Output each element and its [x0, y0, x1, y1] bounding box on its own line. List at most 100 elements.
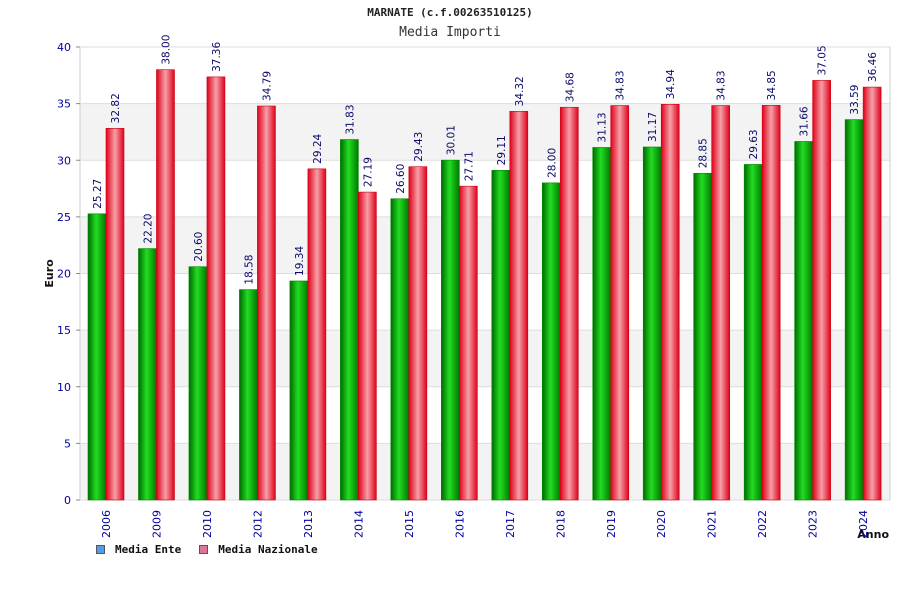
bar — [408, 166, 428, 501]
data-label: 31.17 — [647, 112, 659, 142]
legend: Media Ente Media Nazionale — [96, 543, 318, 556]
y-tick-label: 40 — [57, 41, 71, 54]
y-tick-label: 15 — [57, 324, 71, 337]
data-label: 26.60 — [395, 164, 407, 194]
x-tick-label: 2012 — [251, 510, 264, 538]
data-label: 38.00 — [160, 35, 172, 65]
x-tick-label: 2010 — [201, 510, 214, 538]
data-label: 29.24 — [312, 133, 324, 163]
y-tick-label: 25 — [57, 211, 71, 224]
data-label: 34.85 — [766, 70, 778, 100]
data-label: 29.63 — [748, 129, 760, 159]
data-label: 30.01 — [445, 125, 457, 155]
x-tick-label: 2016 — [453, 510, 466, 538]
bar — [559, 106, 579, 501]
x-tick-label: 2024 — [857, 510, 870, 538]
chart-subtitle: Media Importi — [399, 25, 501, 40]
legend-swatch-ente — [96, 545, 105, 554]
x-axis-label: Anno — [857, 528, 889, 541]
bar — [862, 86, 882, 501]
data-label: 37.05 — [817, 45, 829, 75]
bar — [761, 105, 781, 501]
data-label: 34.32 — [514, 76, 526, 106]
bar — [239, 289, 258, 501]
x-tick-label: 2013 — [302, 510, 315, 538]
bar — [711, 105, 731, 501]
y-axis-label: Euro — [43, 259, 56, 288]
data-label: 34.68 — [564, 72, 576, 102]
data-label: 31.66 — [799, 106, 811, 136]
x-tick-label: 2018 — [554, 510, 567, 538]
data-label: 31.13 — [597, 112, 609, 142]
legend-swatch-nazionale — [199, 545, 209, 554]
data-label: 32.82 — [110, 93, 122, 123]
data-label: 34.94 — [665, 69, 677, 99]
x-tick-label: 2014 — [352, 510, 365, 538]
bar — [257, 105, 276, 501]
data-label: 31.83 — [344, 104, 356, 134]
data-label: 25.27 — [92, 179, 104, 209]
chart-title: MARNATE (c.f.00263510125) — [367, 6, 533, 19]
data-label: 28.00 — [546, 148, 558, 178]
x-tick-label: 2017 — [504, 510, 517, 538]
bar — [743, 164, 763, 501]
data-label: 34.83 — [716, 70, 728, 100]
bar — [660, 104, 680, 501]
data-label: 29.11 — [496, 135, 508, 165]
bar — [289, 280, 309, 501]
data-label: 22.20 — [142, 214, 154, 244]
data-label: 27.19 — [362, 157, 374, 187]
y-tick-label: 0 — [64, 494, 71, 507]
bar — [541, 182, 561, 501]
bar — [156, 69, 175, 501]
y-tick-label: 35 — [57, 98, 71, 111]
x-tick-label: 2021 — [706, 510, 719, 538]
bar — [693, 172, 713, 501]
data-label: 29.43 — [413, 132, 425, 162]
data-label: 34.83 — [615, 70, 627, 100]
y-tick-label: 5 — [64, 437, 71, 450]
bar — [642, 146, 662, 501]
bar — [105, 128, 125, 501]
bar — [206, 76, 226, 501]
bar — [87, 213, 107, 501]
data-label: 34.79 — [261, 71, 273, 101]
data-label: 27.71 — [463, 151, 475, 181]
y-tick-label: 10 — [57, 381, 71, 394]
data-label: 19.34 — [294, 246, 306, 276]
x-tick-label: 2009 — [150, 510, 163, 538]
x-tick-label: 2020 — [655, 510, 668, 538]
bar — [441, 159, 460, 501]
x-tick-label: 2022 — [756, 510, 769, 538]
x-tick-label: 2019 — [605, 510, 618, 538]
data-label: 36.46 — [867, 52, 879, 82]
bar — [491, 170, 511, 501]
x-tick-label: 2015 — [403, 510, 416, 538]
bar — [188, 266, 208, 501]
bar — [138, 248, 157, 501]
bar — [812, 80, 831, 501]
legend-label-ente: Media Ente — [115, 543, 182, 556]
legend-item-ente: Media Ente — [96, 543, 181, 556]
x-tick-label: 2006 — [100, 510, 113, 538]
bar — [794, 141, 813, 501]
y-tick-label: 30 — [57, 154, 71, 167]
bar — [459, 185, 478, 501]
bar — [307, 168, 327, 501]
data-label: 18.58 — [243, 255, 255, 285]
data-label: 20.60 — [193, 232, 205, 262]
legend-label-nazionale: Media Nazionale — [218, 543, 318, 556]
y-tick-label: 20 — [57, 268, 71, 281]
bar — [844, 119, 864, 501]
x-tick-label: 2023 — [807, 510, 820, 538]
bar — [358, 191, 377, 501]
bar — [509, 111, 529, 501]
bar — [592, 147, 612, 501]
bar — [610, 105, 630, 501]
legend-item-nazionale: Media Nazionale — [199, 543, 318, 556]
bar — [390, 198, 410, 501]
data-label: 28.85 — [698, 138, 710, 168]
bar — [340, 139, 359, 501]
